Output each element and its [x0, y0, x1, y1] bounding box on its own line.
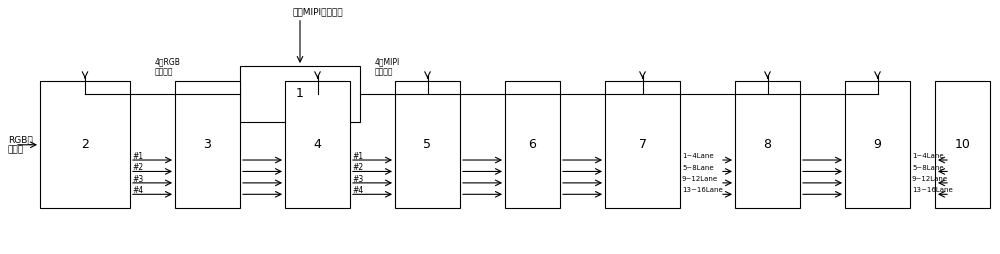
FancyBboxPatch shape — [505, 81, 560, 208]
Text: #3: #3 — [132, 174, 143, 184]
FancyBboxPatch shape — [175, 81, 240, 208]
Text: 1~4Lane: 1~4Lane — [682, 153, 714, 159]
Text: 9: 9 — [874, 138, 881, 151]
FancyBboxPatch shape — [935, 81, 990, 208]
Text: #1: #1 — [132, 152, 143, 161]
Text: 13~16Lane: 13~16Lane — [912, 187, 953, 194]
Text: RGB视
频信号: RGB视 频信号 — [8, 135, 33, 154]
Text: 4路RGB
分屏数据: 4路RGB 分屏数据 — [155, 57, 181, 76]
FancyBboxPatch shape — [735, 81, 800, 208]
Text: 9~12Lane: 9~12Lane — [912, 176, 948, 182]
Text: #2: #2 — [132, 163, 143, 172]
Text: 10: 10 — [955, 138, 970, 151]
Text: 5: 5 — [424, 138, 432, 151]
Text: 5~8Lane: 5~8Lane — [682, 165, 714, 171]
Text: 5~8Lane: 5~8Lane — [912, 165, 944, 171]
Text: 1: 1 — [296, 87, 304, 101]
Text: #3: #3 — [352, 174, 363, 184]
Text: #1: #1 — [352, 152, 363, 161]
Text: 6: 6 — [529, 138, 536, 151]
FancyBboxPatch shape — [395, 81, 460, 208]
Text: 13~16Lane: 13~16Lane — [682, 187, 723, 194]
Text: 3: 3 — [204, 138, 211, 151]
FancyBboxPatch shape — [605, 81, 680, 208]
Text: 7: 7 — [639, 138, 646, 151]
Text: 9~12Lane: 9~12Lane — [682, 176, 718, 182]
Text: 4路MIPI
组包数据: 4路MIPI 组包数据 — [375, 57, 400, 76]
Text: #4: #4 — [352, 186, 363, 195]
Text: 上层MIPI控制信号: 上层MIPI控制信号 — [293, 8, 343, 17]
Text: #4: #4 — [132, 186, 143, 195]
Text: 1~4Lane: 1~4Lane — [912, 153, 944, 159]
Text: #2: #2 — [352, 163, 363, 172]
FancyBboxPatch shape — [240, 66, 360, 122]
FancyBboxPatch shape — [285, 81, 350, 208]
FancyBboxPatch shape — [40, 81, 130, 208]
Text: 4: 4 — [314, 138, 321, 151]
Text: 8: 8 — [764, 138, 772, 151]
FancyBboxPatch shape — [845, 81, 910, 208]
Text: 2: 2 — [81, 138, 89, 151]
